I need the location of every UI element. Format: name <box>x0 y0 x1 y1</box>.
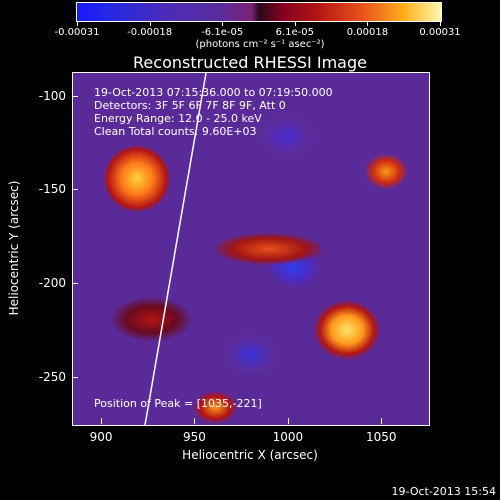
peak-position-annotation: Position of Peak = [1035,-221] <box>94 397 262 410</box>
x-axis-tick <box>287 418 289 424</box>
y-axis-tick-label: -250 <box>38 370 66 385</box>
colorbar-tick-label: 6.1e-05 <box>275 27 314 38</box>
x-axis-tick <box>194 418 196 424</box>
colorbar-tick <box>440 21 441 26</box>
colorbar-tick-label: 0.00018 <box>346 27 389 38</box>
x-axis-tick-label: 900 <box>89 430 113 444</box>
colorbar-tick-label: 0.00031 <box>419 27 461 38</box>
colorbar-tick <box>367 21 369 26</box>
y-axis-title: Heliocentric Y (arcsec) <box>7 180 21 316</box>
colorbar <box>76 2 442 22</box>
colorbar-units: (photons cm⁻² s⁻¹ asec⁻²) <box>195 39 325 50</box>
y-axis-tick <box>72 283 78 285</box>
colorbar-tick <box>149 21 151 26</box>
colorbar-tick-label: -6.1e-05 <box>201 27 244 38</box>
energy-range-annotation: Energy Range: 12.0 - 25.0 keV <box>94 112 262 125</box>
x-axis-tick-label: 950 <box>182 430 206 444</box>
x-axis-tick-label: 1050 <box>366 430 397 444</box>
colorbar-tick-label: -0.00018 <box>127 27 173 38</box>
total-counts-annotation: Clean Total counts: 9.60E+03 <box>94 125 257 138</box>
x-axis-tick <box>381 418 383 424</box>
chart-title: Reconstructed RHESSI Image <box>133 53 367 72</box>
x-axis-tick <box>101 418 103 424</box>
y-axis-tick-label: -200 <box>38 276 66 291</box>
rhessi-image-plot <box>72 72 430 426</box>
time-range-annotation: 19-Oct-2013 07:15:36.000 to 07:19:50.000 <box>94 86 333 99</box>
detectors-annotation: Detectors: 3F 5F 6F 7F 8F 9F, Att 0 <box>94 99 286 112</box>
colorbar-tick <box>222 21 224 26</box>
colorbar-tick <box>77 21 78 26</box>
colorbar-tick <box>294 21 296 26</box>
colorbar-tick-label: -0.00031 <box>54 27 100 38</box>
x-axis-tick-label: 1000 <box>272 430 304 444</box>
y-axis-tick-label: -150 <box>38 182 66 197</box>
solar-limb-line <box>144 73 207 425</box>
x-axis-title: Heliocentric X (arcsec) <box>182 448 318 462</box>
y-axis-tick <box>72 377 78 379</box>
y-axis-tick <box>72 189 78 191</box>
timestamp: 19-Oct-2013 15:54 <box>391 485 496 498</box>
y-axis-tick-label: -100 <box>38 88 66 103</box>
y-axis-tick <box>72 95 78 97</box>
